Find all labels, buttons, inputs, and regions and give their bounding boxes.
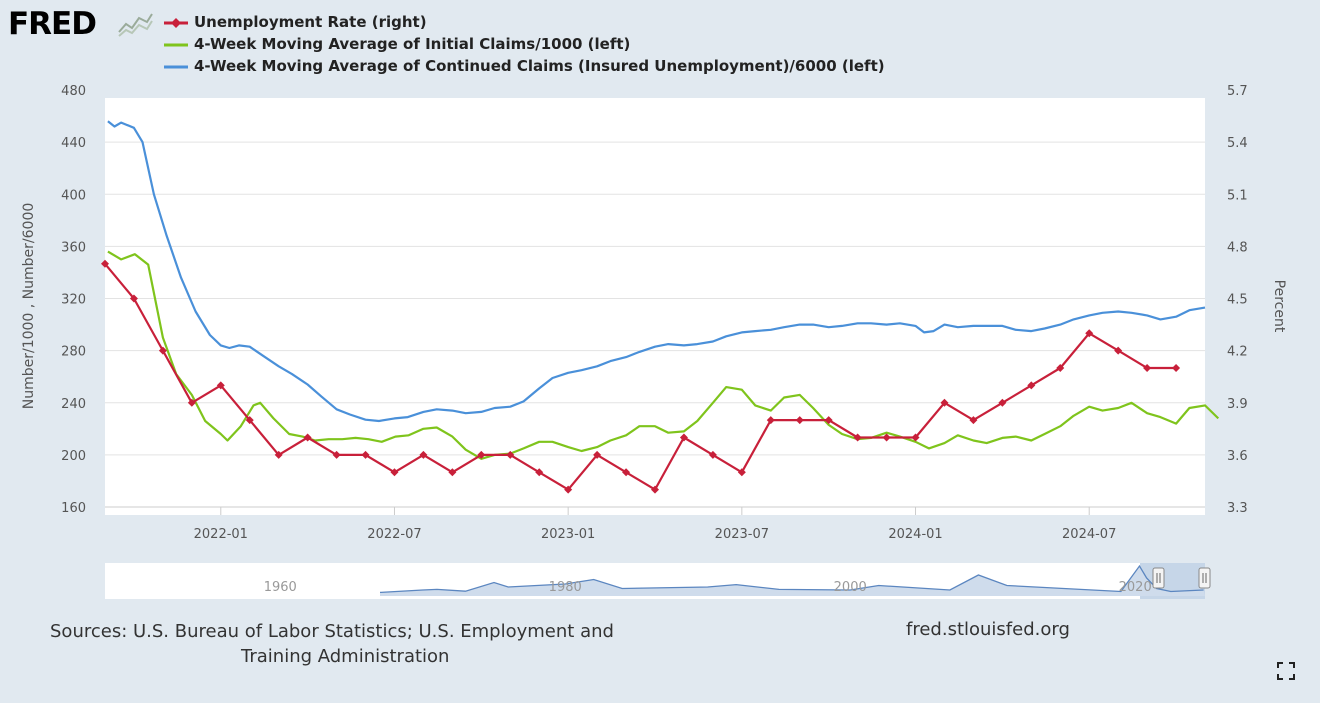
data-point — [390, 468, 399, 477]
left-tick-label: 280 — [61, 345, 86, 360]
navigator-area — [380, 566, 1205, 596]
data-point — [274, 450, 283, 459]
data-point — [1056, 364, 1065, 372]
left-tick-label: 480 — [61, 84, 86, 99]
right-tick-label: 4.5 — [1227, 293, 1248, 308]
data-point — [998, 398, 1007, 407]
left-axis-ticks: 160 200 240 280 320 360 400 440 480 — [61, 84, 86, 516]
left-tick-label: 240 — [61, 397, 86, 412]
legend-label: Unemployment Rate (right) — [194, 13, 427, 31]
data-point — [1143, 364, 1152, 372]
right-tick-label: 5.4 — [1227, 136, 1248, 151]
series-line — [107, 120, 1206, 423]
data-point — [332, 450, 341, 459]
left-axis-label: Number/1000 , Number/6000 — [21, 203, 37, 410]
right-tick-label: 5.7 — [1227, 84, 1248, 99]
data-point — [419, 450, 428, 459]
data-point — [593, 450, 602, 459]
data-point — [766, 416, 775, 425]
navigator-label: 2020 — [1119, 580, 1152, 595]
data-point — [708, 450, 717, 459]
data-point — [1027, 381, 1036, 390]
data-point — [882, 433, 891, 442]
right-axis-label: Percent — [1271, 280, 1287, 333]
right-tick-label: 5.1 — [1227, 188, 1248, 203]
right-axis-ticks: 3.3 3.6 3.9 4.2 4.5 4.8 5.1 5.4 5.7 — [1227, 84, 1248, 516]
site-url[interactable]: fred.stlouisfed.org — [906, 619, 1070, 640]
data-point — [477, 450, 486, 459]
navigator-label: 2000 — [834, 580, 867, 595]
data-point — [564, 485, 573, 494]
left-tick-label: 200 — [61, 449, 86, 464]
grid-lines — [105, 141, 1205, 456]
navigator-labels: 1960 1980 2000 2020 — [264, 580, 1152, 595]
data-point — [158, 346, 167, 355]
data-point — [795, 416, 804, 425]
data-point — [187, 398, 196, 407]
navigator-handle-left[interactable] — [1152, 567, 1165, 589]
data-point — [216, 381, 225, 390]
data-point — [448, 468, 457, 477]
left-tick-label: 360 — [61, 240, 86, 255]
data-point — [737, 468, 746, 477]
series-line — [104, 263, 1177, 491]
logo-graph-icon — [117, 10, 153, 38]
x-tick-label: 2023-07 — [715, 527, 769, 542]
data-point — [940, 398, 949, 407]
x-tick-label: 2024-01 — [888, 527, 942, 542]
data-point — [911, 433, 920, 442]
data-point — [853, 433, 862, 442]
x-tick-label: 2024-07 — [1062, 527, 1116, 542]
data-point — [101, 259, 109, 268]
right-tick-label: 3.3 — [1227, 501, 1248, 516]
sources-line-1: Sources: U.S. Bureau of Labor Statistics… — [50, 621, 614, 642]
right-tick-label: 3.9 — [1227, 397, 1248, 412]
left-tick-label: 320 — [61, 293, 86, 308]
legend-label: 4-Week Moving Average of Initial Claims/… — [194, 35, 631, 53]
x-tick-label: 2023-01 — [541, 527, 595, 542]
data-point — [245, 416, 254, 425]
right-tick-label: 4.8 — [1227, 240, 1248, 255]
fullscreen-icon[interactable] — [1277, 662, 1295, 680]
navigator-line — [379, 564, 1204, 594]
series-line — [107, 250, 1220, 460]
left-tick-label: 400 — [61, 188, 86, 203]
data-point — [506, 450, 515, 459]
legend-swatch-diamond-icon — [164, 18, 188, 28]
navigator — [379, 564, 1205, 596]
right-tick-label: 4.2 — [1227, 345, 1248, 360]
legend-swatch-line-icon — [164, 43, 188, 47]
data-point — [361, 450, 370, 459]
data-point — [1085, 329, 1094, 338]
x-axis-ticks: 2022-01 2022-07 2023-01 2023-07 2024-01 2024-… — [105, 506, 1205, 542]
x-tick-label: 2022-07 — [367, 527, 421, 542]
data-point — [1172, 364, 1181, 372]
chart-area[interactable]: 160 200 240 280 320 360 400 440 480 3.3 3.6 3.9 4.2… — [0, 0, 1320, 610]
navigator-label: 1980 — [549, 580, 582, 595]
data-point — [824, 416, 833, 425]
sources-line-2: Training Administration — [241, 646, 450, 667]
data-point — [303, 433, 312, 442]
plot-background — [105, 98, 1205, 515]
legend-label: 4-Week Moving Average of Continued Claim… — [194, 57, 885, 75]
navigator-handle-right[interactable] — [1198, 567, 1211, 589]
left-tick-label: 440 — [61, 136, 86, 151]
data-point — [535, 468, 544, 477]
data-point — [1114, 346, 1123, 355]
data-point — [651, 485, 659, 494]
right-tick-label: 3.6 — [1227, 449, 1248, 464]
sources-note: Sources: U.S. Bureau of Labor Statistics… — [50, 619, 670, 669]
left-tick-label: 160 — [61, 501, 86, 516]
x-tick-label: 2022-01 — [194, 527, 248, 542]
data-point — [969, 416, 978, 425]
data-point — [622, 468, 631, 477]
series-layer — [101, 120, 1220, 494]
fred-logo[interactable]: FRED — [8, 6, 97, 42]
data-point — [129, 294, 138, 303]
data-point — [679, 433, 688, 442]
legend-swatch-line-icon — [164, 65, 188, 69]
navigator-label: 1960 — [264, 580, 297, 595]
